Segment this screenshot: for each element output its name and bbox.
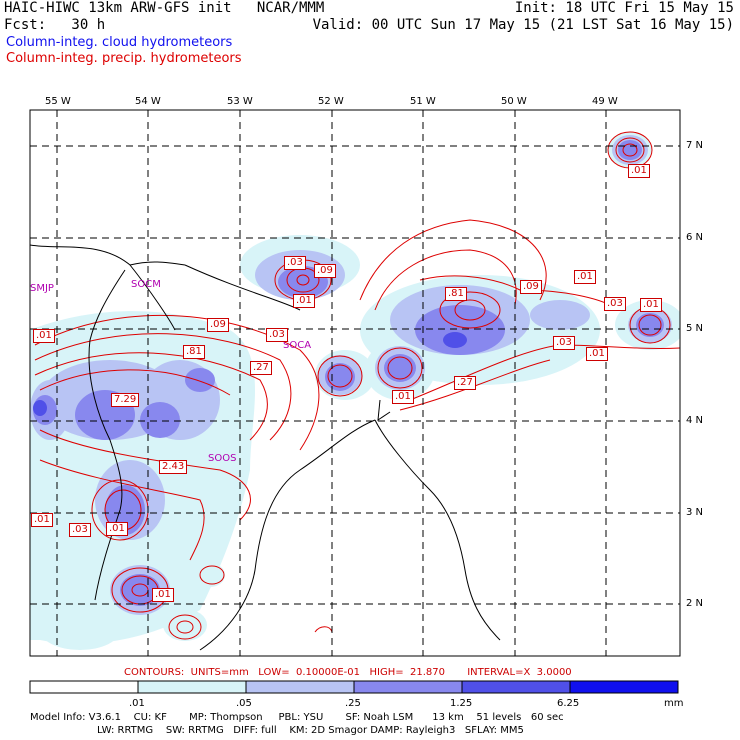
graticule bbox=[30, 110, 680, 656]
station-label-soca: SOCA bbox=[283, 340, 312, 351]
lon-label-53w: 53 W bbox=[227, 96, 253, 107]
contour-label: .01 bbox=[586, 347, 608, 361]
contour-label: .03 bbox=[284, 256, 306, 270]
lon-label-52w: 52 W bbox=[318, 96, 344, 107]
colorbar-unit-label: mm bbox=[664, 698, 684, 709]
colorbar-tick-label: .05 bbox=[236, 698, 252, 709]
contour-label: .01 bbox=[628, 164, 650, 178]
contour-label: .09 bbox=[520, 280, 542, 294]
colorbar-tick-label: 6.25 bbox=[557, 698, 580, 709]
contour-label: .09 bbox=[314, 264, 336, 278]
cloud-shading-dark bbox=[33, 140, 664, 606]
lat-label-3n: 3 N bbox=[686, 507, 704, 518]
contour-label: .01 bbox=[152, 588, 174, 602]
contour-label: .03 bbox=[553, 336, 575, 350]
station-label-smjp: SMJP bbox=[30, 283, 54, 294]
lat-label-4n: 4 N bbox=[686, 415, 704, 426]
lon-label-55w: 55 W bbox=[45, 96, 71, 107]
legend-precip-label: Column-integ. precip. hydrometeors bbox=[6, 51, 242, 66]
lat-label-7n: 7 N bbox=[686, 140, 704, 151]
model-info-line-2: LW: RRTMG SW: RRTMG DIFF: full KM: 2D Sm… bbox=[97, 725, 524, 736]
station-label-soos: SOOS bbox=[208, 453, 237, 464]
contour-label: 7.29 bbox=[111, 393, 140, 407]
header-forecast-hour: Fcst: 30 h bbox=[4, 17, 106, 33]
contour-label: .01 bbox=[640, 298, 662, 312]
lat-label-6n: 6 N bbox=[686, 232, 704, 243]
contour-label: .01 bbox=[33, 329, 55, 343]
header-valid-time: Valid: 00 UTC Sun 17 May 15 (21 LST Sat … bbox=[312, 17, 734, 33]
contour-label: .27 bbox=[454, 376, 476, 390]
lon-label-54w: 54 W bbox=[135, 96, 161, 107]
lon-label-49w: 49 W bbox=[592, 96, 618, 107]
lat-label-5n: 5 N bbox=[686, 323, 704, 334]
colorbar-tick-label: .25 bbox=[345, 698, 361, 709]
contour-label: .81 bbox=[445, 287, 467, 301]
contour-label: .81 bbox=[183, 345, 205, 359]
lon-label-51w: 51 W bbox=[410, 96, 436, 107]
contour-label: .01 bbox=[574, 270, 596, 284]
contour-label: .03 bbox=[604, 297, 626, 311]
colorbar-tick-label: .01 bbox=[129, 698, 145, 709]
contour-label: .09 bbox=[207, 318, 229, 332]
contour-label: .01 bbox=[106, 522, 128, 536]
legend-cloud-label: Column-integ. cloud hydrometeors bbox=[6, 35, 233, 50]
contour-label: .03 bbox=[266, 328, 288, 342]
lon-label-50w: 50 W bbox=[501, 96, 527, 107]
header-init-time: Init: 18 UTC Fri 15 May 15 bbox=[514, 0, 734, 16]
model-info-line-1: Model Info: V3.6.1 CU: KF MP: Thompson P… bbox=[30, 712, 564, 723]
colorbar bbox=[29, 680, 679, 694]
map-frame bbox=[29, 109, 681, 657]
coastline bbox=[30, 244, 501, 651]
cloud-shading-core bbox=[33, 332, 467, 416]
contours-info: CONTOURS: UNITS=mm LOW= 0.10000E-01 HIGH… bbox=[124, 667, 572, 678]
contour-label: .27 bbox=[250, 361, 272, 375]
contour-label: 2.43 bbox=[159, 460, 188, 474]
contour-label: .03 bbox=[69, 523, 91, 537]
header-title: HAIC-HIWC 13km ARW-GFS init NCAR/MMM bbox=[4, 0, 325, 16]
colorbar-tick-label: 1.25 bbox=[450, 698, 473, 709]
contour-label: .01 bbox=[392, 390, 414, 404]
contour-label: .01 bbox=[31, 513, 53, 527]
contour-label: .01 bbox=[293, 294, 315, 308]
lat-label-2n: 2 N bbox=[686, 598, 704, 609]
station-label-socm: SOCM bbox=[131, 279, 161, 290]
